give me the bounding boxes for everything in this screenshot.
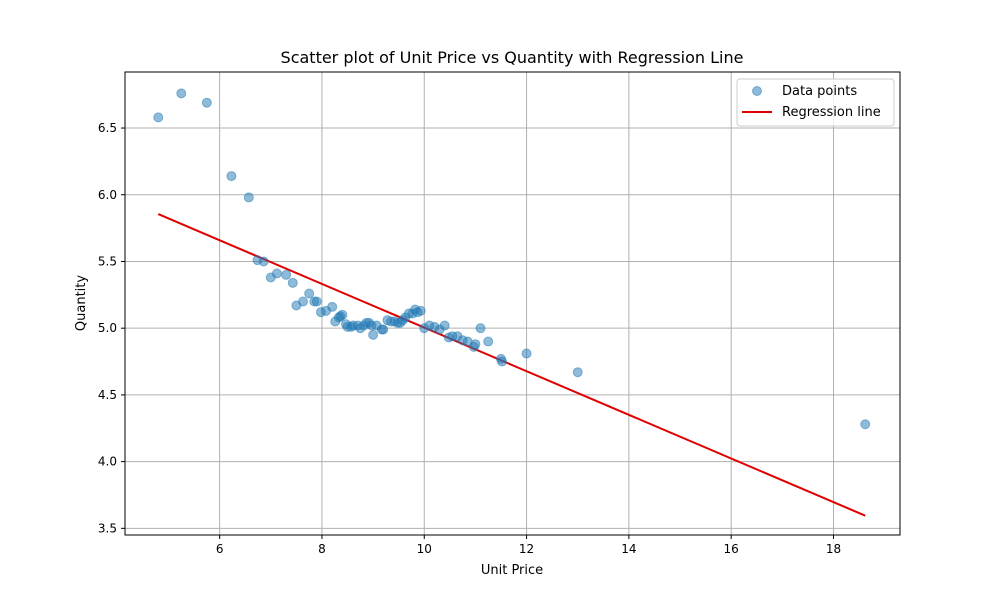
data-point <box>271 268 282 279</box>
data-point <box>521 348 532 359</box>
data-point <box>287 277 298 288</box>
data-point <box>337 309 348 320</box>
x-tick-label: 6 <box>216 542 224 556</box>
data-point <box>176 88 187 99</box>
x-axis-label: Unit Price <box>481 563 543 578</box>
data-point <box>243 192 254 203</box>
x-tick-label: 8 <box>318 542 326 556</box>
data-point <box>258 256 269 267</box>
ticks: 6 8 10 12 14 16 18 3.5 4.0 4.5 5.0 5.5 6.0 6.5 <box>98 121 841 556</box>
y-tick-label: 5.5 <box>98 254 117 268</box>
grid <box>125 72 900 535</box>
y-tick-label: 3.5 <box>98 521 117 535</box>
legend-label-data-points: Data points <box>782 84 857 99</box>
data-point <box>497 356 508 367</box>
y-tick-label: 4.0 <box>98 455 117 469</box>
legend-box <box>736 78 895 127</box>
regression-layer <box>157 213 866 517</box>
y-axis-label: Quantity <box>74 275 89 331</box>
data-point <box>572 367 583 378</box>
data-point <box>378 324 389 335</box>
data-point <box>470 339 481 350</box>
data-point <box>281 269 292 280</box>
plot-area-frame <box>124 71 901 536</box>
legend-marker-data-points <box>752 86 762 96</box>
data-point <box>483 336 494 347</box>
data-point <box>368 329 379 340</box>
data-points-layer <box>153 88 871 430</box>
data-point <box>311 296 322 307</box>
data-point <box>153 112 164 123</box>
x-tick-label: 18 <box>826 542 841 556</box>
y-tick-label: 6.0 <box>98 188 117 202</box>
x-tick-label: 10 <box>417 542 432 556</box>
x-tick-label: 14 <box>621 542 636 556</box>
legend-label-regression-line: Regression line <box>782 105 881 120</box>
data-point <box>298 296 309 307</box>
chart-title: Scatter plot of Unit Price vs Quantity w… <box>281 48 744 67</box>
data-point <box>304 288 315 299</box>
data-point <box>475 323 486 334</box>
x-tick-label: 16 <box>724 542 739 556</box>
data-point <box>201 97 212 108</box>
regression-line <box>157 213 866 517</box>
legend: Data points Regression line <box>736 78 895 127</box>
data-point <box>415 305 426 316</box>
data-point <box>860 419 871 430</box>
y-tick-label: 5.0 <box>98 321 117 335</box>
y-tick-label: 4.5 <box>98 388 117 402</box>
data-point <box>439 320 450 331</box>
data-point <box>327 301 338 312</box>
data-point <box>226 171 237 182</box>
x-tick-label: 12 <box>519 542 534 556</box>
y-tick-label: 6.5 <box>98 121 117 135</box>
